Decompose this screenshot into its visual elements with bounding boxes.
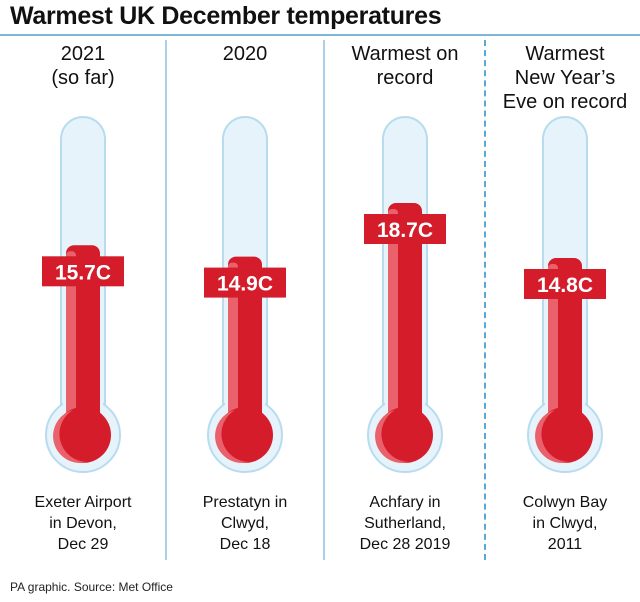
location-caption-line: Clwyd, [220, 515, 269, 532]
column-heading-line: Warmest on [351, 43, 459, 65]
location-caption: Achfary in Sutherland, Dec 28 2019 [325, 492, 485, 555]
mercury-bulb-highlight [215, 410, 249, 463]
column-heading-line: 2020 [222, 43, 268, 65]
column-heading-line: record [376, 67, 434, 89]
location-caption: Prestatyn in Clwyd, Dec 18 [165, 492, 325, 555]
location-caption-line: Prestatyn in [202, 494, 288, 511]
mercury-highlight [66, 251, 76, 432]
value-label: 18.7C [377, 219, 433, 242]
column-heading-line: (so far) [51, 67, 115, 89]
location-caption-line: Sutherland, [364, 515, 446, 532]
value-label-box [42, 256, 124, 287]
column-heading-line: 2021 [60, 43, 106, 65]
thermometer-chart: 15.7C 14.9C 18.7C 14.8C [42, 116, 606, 473]
mercury-highlight [228, 262, 238, 432]
mercury-bulb [537, 407, 593, 463]
value-label: 14.9C [217, 273, 273, 296]
source-credit: PA graphic. Source: Met Office [10, 580, 173, 594]
column-heading-line: New Year’s [514, 67, 616, 89]
column-divider [165, 40, 167, 560]
thermometer: 14.8C [524, 116, 606, 473]
mercury-bulb [55, 407, 111, 463]
title-rule [0, 34, 640, 36]
location-caption-line: in Clwyd, [532, 515, 598, 532]
mercury-bulb-highlight [535, 410, 569, 463]
column-heading-line: Warmest [525, 43, 605, 65]
location-caption-line: Dec 28 2019 [359, 536, 451, 553]
column-heading-line: Eve on record [502, 91, 628, 113]
mercury-highlight [548, 264, 558, 432]
location-caption-line: in Devon, [49, 515, 117, 532]
column-heading: 2021 (so far) [3, 42, 163, 90]
chart-title: Warmest UK December temperatures [10, 2, 442, 30]
mercury-bulb-highlight [53, 410, 87, 463]
location-caption-line: Colwyn Bay [522, 494, 608, 511]
thermometer: 18.7C [364, 116, 446, 473]
location-caption: Colwyn Bay in Clwyd, 2011 [485, 492, 640, 555]
value-label: 15.7C [55, 261, 111, 284]
location-caption-line: Dec 29 [57, 536, 109, 553]
location-caption: Exeter Airport in Devon, Dec 29 [3, 492, 163, 555]
value-label-box [364, 214, 446, 244]
mercury-highlight [388, 209, 398, 432]
thermometer: 15.7C [42, 116, 124, 473]
value-label-box [524, 269, 606, 299]
mercury-bulb [217, 407, 273, 463]
column-divider [323, 40, 325, 560]
column-heading: Warmest New Year’s Eve on record [485, 42, 640, 114]
location-caption-line: 2011 [547, 536, 583, 553]
mercury-bulb-highlight [375, 410, 409, 463]
thermometer: 14.9C [204, 116, 286, 473]
column-heading: Warmest on record [325, 42, 485, 90]
mercury-bulb [377, 407, 433, 463]
location-caption-line: Dec 18 [219, 536, 271, 553]
value-label-box [204, 267, 286, 298]
column-divider-dashed [484, 40, 486, 560]
column-heading: 2020 [165, 42, 325, 66]
location-caption-line: Exeter Airport [34, 494, 132, 511]
value-label: 14.8C [537, 274, 593, 297]
location-caption-line: Achfary in [369, 494, 441, 511]
